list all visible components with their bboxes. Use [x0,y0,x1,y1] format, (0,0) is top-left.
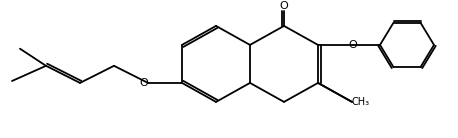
Text: O: O [280,1,289,11]
Text: CH₃: CH₃ [352,97,370,107]
Text: O: O [349,40,357,50]
Text: O: O [139,78,148,88]
